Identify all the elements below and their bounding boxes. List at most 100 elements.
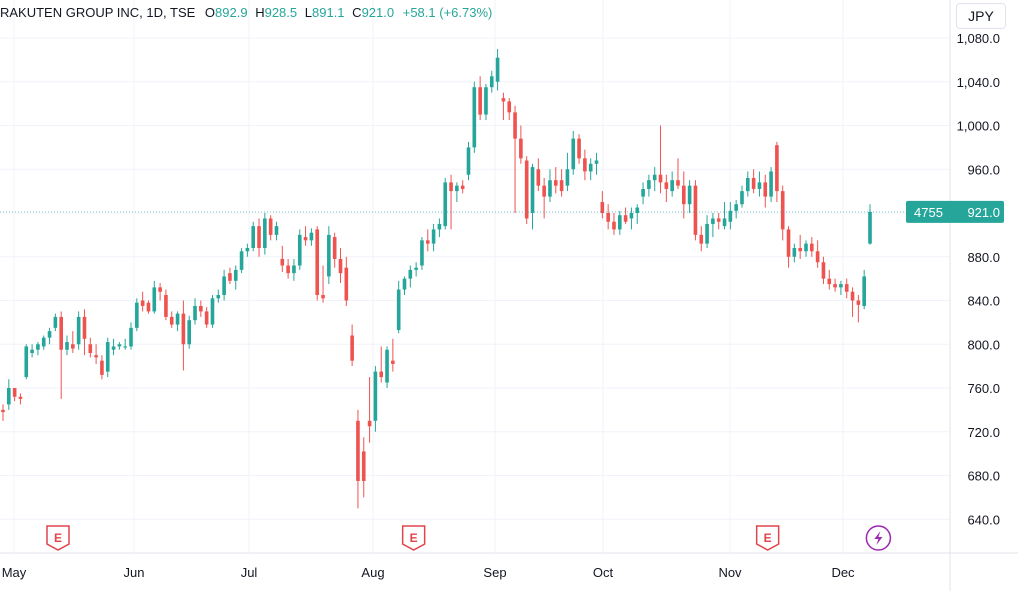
candle-body [856,300,861,305]
candle-body [716,218,721,222]
candle [676,158,680,189]
lightning-icon[interactable] [865,525,892,551]
candles [1,48,872,509]
candle-body [65,342,69,350]
candle-body [228,273,232,281]
x-tick-label: Jun [124,565,145,580]
candle [524,156,529,224]
candle-body [327,234,331,277]
candle-body [222,276,226,296]
earnings-e-icon[interactable]: E [401,525,426,551]
candle [780,185,785,241]
candle-body [460,185,465,189]
candle [47,327,52,345]
candle-body [204,311,209,325]
candle [722,202,727,230]
candle-body [804,243,808,252]
candle [763,174,768,208]
candle-body [100,360,104,375]
candle-body [745,178,750,192]
candle-body [425,240,430,244]
close-label: C [352,5,362,20]
candle [536,158,541,192]
last-price-tag-background [906,200,1004,223]
candle [204,307,209,328]
candle [443,178,448,230]
candle [513,105,517,213]
candle-body [193,305,197,321]
candle [36,342,40,356]
candle-body [711,218,715,224]
symbol-legend: RAKUTEN GROUP INC, 1D, TSE O892.9 H928.5… [0,5,492,23]
candle-body [676,180,680,186]
candle-body [681,185,686,205]
candle [129,322,133,350]
candle [664,174,669,203]
candle-body [705,223,709,244]
candle [716,213,721,230]
candle [804,240,808,257]
candle-body [699,234,704,244]
candle-body [268,218,273,235]
candle-body [175,313,180,325]
candle-body [810,243,814,252]
candle [641,182,645,205]
currency-button[interactable]: JPY [956,3,1006,29]
candle [472,81,477,153]
candle-body [414,267,418,270]
candle [263,213,267,255]
earnings-letter: E [764,531,772,545]
candle [140,291,145,312]
candle [71,331,75,353]
candle [769,167,773,203]
candle [100,355,104,380]
candle [373,366,378,432]
candle [280,245,285,273]
candle [594,152,599,175]
candle-body [821,262,826,279]
candle [588,158,593,181]
candle-body [82,316,87,339]
lightning-bolt [874,531,883,545]
candle-body [169,316,174,325]
candle-body [792,248,797,257]
candle-body [629,213,634,219]
candle [76,311,81,350]
y-tick-label: 880.0 [967,250,1000,265]
candle [687,180,692,213]
earnings-e-icon[interactable]: E [755,525,780,551]
candle-body [763,182,768,197]
earnings-e-icon[interactable]: E [46,525,70,551]
candle-body [7,388,11,405]
x-tick-label: May [2,565,27,580]
candle-body [751,178,756,189]
y-tick-label: 1,040.0 [957,75,1000,90]
candle-body [623,215,628,222]
candle-body [257,226,261,248]
candle [571,130,576,175]
candle-body [437,223,442,230]
candle [24,344,29,380]
candle [519,125,523,164]
candle [367,377,372,443]
candle [12,388,17,402]
candle [833,278,837,292]
candle [559,169,564,197]
y-tick-label: 840.0 [967,294,1000,309]
candle [681,171,686,219]
candle [402,276,407,296]
candle [449,174,453,230]
candle [583,149,587,181]
candle-body [553,180,558,186]
candle [711,213,715,238]
candle-body [187,320,192,345]
candle [18,393,23,405]
candle [344,256,349,306]
earnings-badge [755,525,780,551]
earnings-badge [401,525,426,551]
candle [245,243,250,257]
candle [507,98,512,121]
candle-body [164,295,168,317]
candle-body [373,371,378,421]
